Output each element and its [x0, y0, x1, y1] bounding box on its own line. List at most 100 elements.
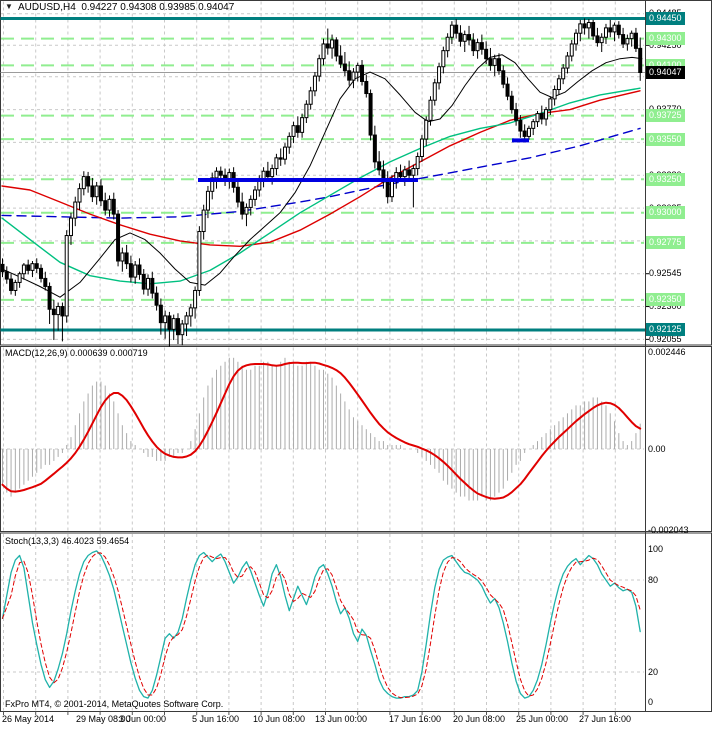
candle-body: [437, 66, 442, 84]
candle-body: [26, 264, 31, 271]
candle-body: [124, 252, 129, 265]
candle-body: [398, 172, 403, 178]
stochastic-panel[interactable]: [0, 532, 712, 712]
time-axis-label: 5 Jun 16:00: [192, 714, 240, 724]
candle-body: [163, 315, 168, 324]
candle-body: [137, 264, 142, 275]
candle-body: [167, 315, 172, 330]
candle-body: [270, 168, 275, 178]
candle-body: [526, 127, 531, 137]
candle-body: [325, 43, 330, 49]
candle-body: [347, 70, 352, 81]
price-level-label: 0.92775: [646, 236, 685, 250]
candle-body: [454, 24, 459, 34]
candle-body: [111, 198, 116, 215]
candle-body: [595, 35, 600, 44]
candle-body: [68, 217, 73, 237]
candle-body: [295, 125, 300, 133]
price-level-label: 0.93550: [646, 132, 685, 146]
candle-body: [372, 134, 377, 163]
candle-body: [368, 93, 373, 136]
price-scale-tick-label: 0.92545: [649, 268, 682, 279]
candle-body: [218, 170, 223, 176]
candle-body: [120, 252, 125, 262]
candle-body: [184, 315, 189, 325]
macd-panel[interactable]: [0, 346, 712, 532]
candle-body: [441, 50, 446, 68]
candle-body: [522, 130, 527, 137]
candle-body: [586, 22, 591, 29]
macd-scale-label: 0.002446: [648, 346, 686, 357]
candle-body: [330, 39, 335, 49]
time-axis-label: 3 Jun 00:00: [119, 714, 167, 724]
candle-body: [81, 176, 86, 190]
chart-title-ohlc: AUDUSD,H4 0.94227 0.94308 0.93985 0.9404…: [18, 2, 235, 13]
candle-body: [445, 36, 450, 52]
candle-body: [638, 47, 643, 73]
candle-body: [569, 43, 574, 57]
ma-springgreen-line: [1, 87, 641, 285]
candle-body: [47, 285, 52, 310]
candle-body: [107, 198, 112, 211]
macd-scale-label: -0.002043: [648, 524, 689, 535]
candle-body: [351, 71, 356, 81]
candle-body: [317, 58, 322, 77]
candle-body: [244, 206, 249, 215]
candle-body: [300, 117, 305, 133]
candle-body: [402, 169, 407, 178]
candle-body: [116, 213, 121, 262]
candle-body: [509, 95, 514, 111]
candle-body: [128, 263, 133, 278]
candle-body: [56, 306, 61, 316]
stoch-main-line: [1, 550, 641, 699]
main-price-panel[interactable]: [0, 0, 712, 346]
symbol-dropdown-icon[interactable]: ▼: [5, 2, 13, 11]
macd-indicator-label: MACD(12,26,9) 0.000639 0.000719: [5, 348, 148, 358]
candle-body: [4, 271, 9, 280]
candle-body: [98, 185, 103, 202]
candle-body: [621, 34, 626, 45]
candle-body: [278, 157, 283, 160]
candle-body: [492, 58, 497, 66]
candle-body: [158, 304, 163, 324]
candle-body: [488, 58, 493, 66]
candle-body: [505, 83, 510, 97]
candle-body: [77, 188, 82, 203]
price-level-label: 0.94450: [646, 12, 685, 25]
time-axis-label: 13 Jun 00:00: [315, 714, 368, 724]
candle-body: [171, 318, 176, 330]
candle-body: [0, 263, 5, 273]
candle-body: [535, 113, 540, 123]
candle-body: [591, 22, 596, 37]
candle-body: [612, 24, 617, 33]
candle-body: [9, 278, 14, 291]
candle-body: [342, 63, 347, 72]
candle-body: [17, 273, 22, 283]
candle-body: [253, 189, 258, 200]
candle-body: [419, 138, 424, 157]
price-level-label: 0.93250: [646, 172, 685, 186]
candle-body: [103, 200, 108, 211]
price-level-label: 0.92350: [646, 293, 685, 307]
candle-body: [291, 125, 296, 137]
candle-body: [432, 82, 437, 101]
terminal-copyright: FxPro MT4, © 2001-2014, MetaQuotes Softw…: [5, 699, 224, 709]
time-axis-label: 25 Jun 00:00: [516, 714, 569, 724]
candle-body: [90, 185, 95, 198]
stoch-scale-label: 80: [648, 574, 659, 585]
stoch-scale-label: 20: [648, 666, 659, 677]
candle-body: [556, 78, 561, 91]
candle-body: [321, 43, 326, 60]
candle-body: [479, 42, 484, 50]
time-axis-label: 29 May 08:00: [76, 714, 131, 724]
candle-body: [34, 263, 39, 269]
candle-body: [73, 201, 78, 219]
price-level-label: 0.93000: [646, 206, 685, 220]
candle-body: [338, 55, 343, 65]
candle-body: [197, 231, 202, 291]
candle-body: [21, 264, 26, 275]
candle-body: [501, 70, 506, 85]
candle-body: [599, 36, 604, 44]
